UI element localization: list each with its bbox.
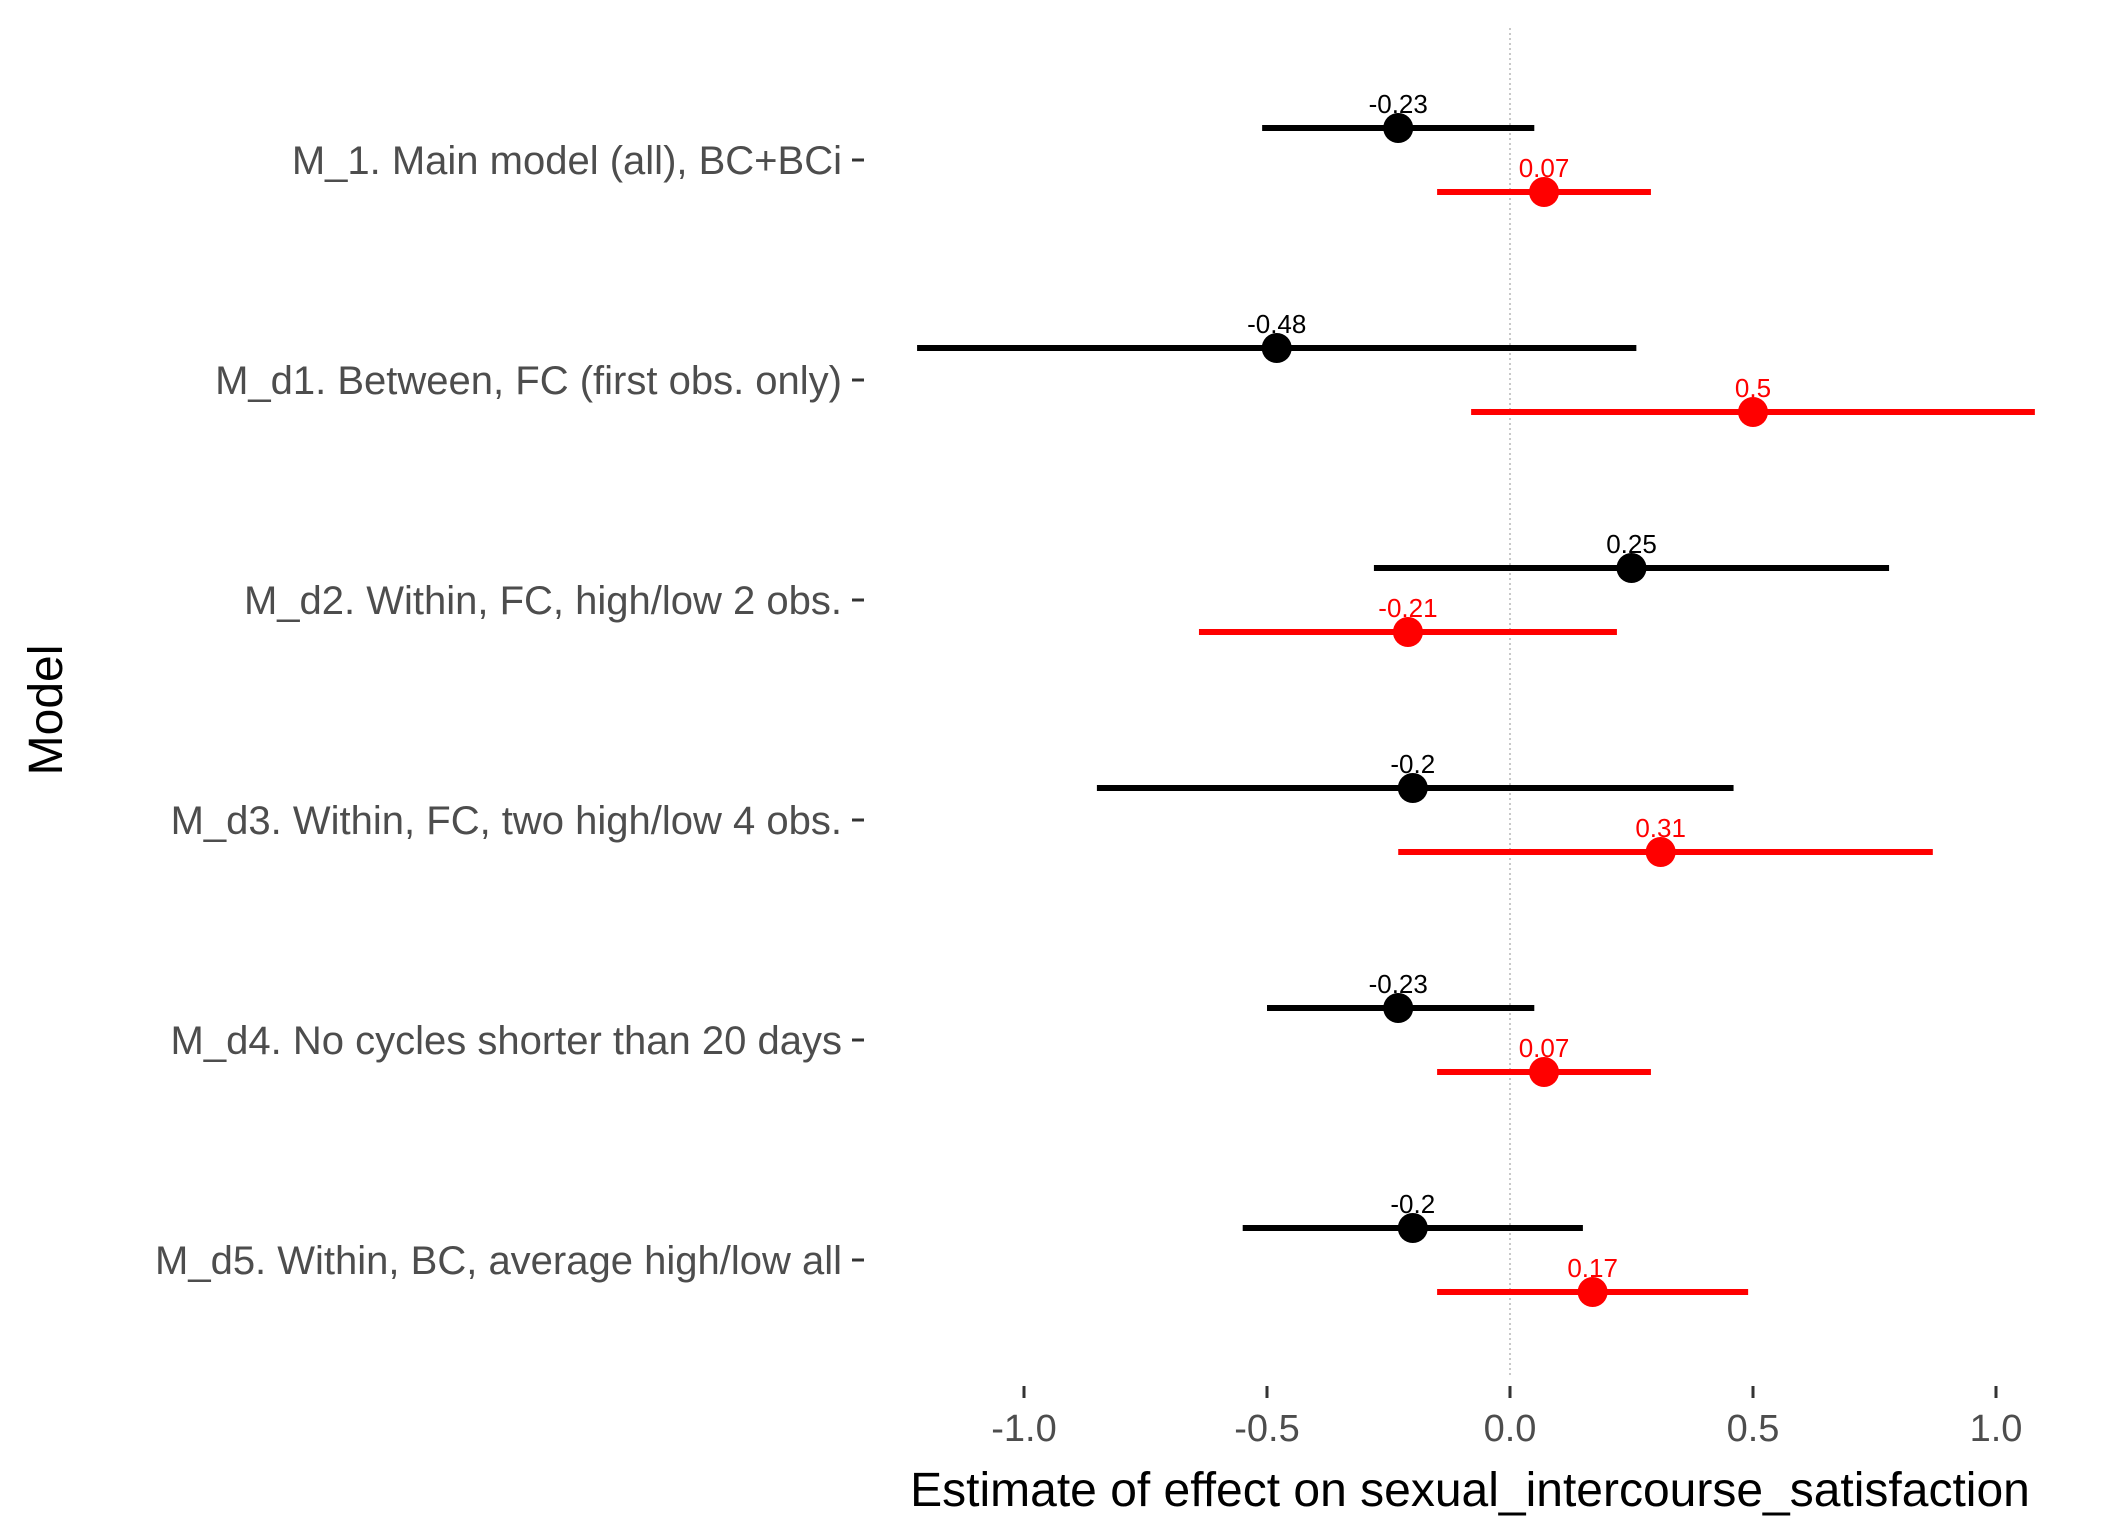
x-axis-title: Estimate of effect on sexual_intercourse… — [910, 1464, 2030, 1517]
estimate-label: -0.23 — [1369, 89, 1428, 119]
estimate-label: -0.23 — [1369, 969, 1428, 999]
y-tick-label: M_d4. No cycles shorter than 20 days — [171, 1019, 842, 1063]
estimate-point — [1383, 113, 1414, 143]
estimate-label: -0.21 — [1378, 593, 1437, 623]
estimate-point — [1397, 773, 1428, 803]
estimate-point — [1261, 333, 1292, 363]
y-axis-title: Model — [20, 645, 73, 776]
y-tick-label: M_1. Main model (all), BC+BCi — [292, 139, 842, 183]
x-tick-label: 0.5 — [1727, 1408, 1780, 1450]
plot-panel: -0.23 -0.48 0.25 -0.2 -0.23 -0.2 0.07 0.5 -0.21 0… — [917, 89, 2035, 1307]
estimate-label: 0.31 — [1635, 813, 1686, 843]
estimate-point — [1529, 1057, 1560, 1087]
y-tick-label: M_d3. Within, FC, two high/low 4 obs. — [171, 799, 842, 843]
x-axis: -1.0 -0.5 0.0 0.5 1.0 — [991, 1386, 2022, 1450]
estimate-label: 0.07 — [1519, 1033, 1570, 1063]
y-tick-label: M_d5. Within, BC, average high/low all — [155, 1239, 842, 1283]
estimate-label: 0.17 — [1567, 1253, 1618, 1283]
estimate-point — [1383, 993, 1414, 1023]
x-tick-label: -0.5 — [1234, 1408, 1299, 1450]
estimate-label: -0.2 — [1390, 749, 1435, 779]
estimate-point — [1616, 553, 1647, 583]
estimate-label: -0.48 — [1247, 309, 1306, 339]
estimate-label: 0.25 — [1606, 529, 1657, 559]
y-tick-label: M_d2. Within, FC, high/low 2 obs. — [244, 579, 842, 623]
x-tick-label: -1.0 — [991, 1408, 1056, 1450]
estimate-label: 0.07 — [1519, 153, 1570, 183]
estimate-point — [1392, 617, 1423, 647]
y-axis: M_1. Main model (all), BC+BCi M_d1. Betwe… — [155, 139, 864, 1283]
estimate-point — [1397, 1213, 1428, 1243]
estimate-label: 0.5 — [1735, 373, 1771, 403]
estimate-point — [1738, 397, 1768, 427]
estimate-point — [1645, 837, 1676, 867]
estimate-point — [1577, 1277, 1608, 1307]
x-tick-label: 0.0 — [1484, 1408, 1537, 1450]
x-tick-label: 1.0 — [1970, 1408, 2023, 1450]
y-tick-label: M_d1. Between, FC (first obs. only) — [215, 359, 842, 403]
estimate-point — [1529, 177, 1560, 207]
estimate-label: -0.2 — [1390, 1189, 1435, 1219]
